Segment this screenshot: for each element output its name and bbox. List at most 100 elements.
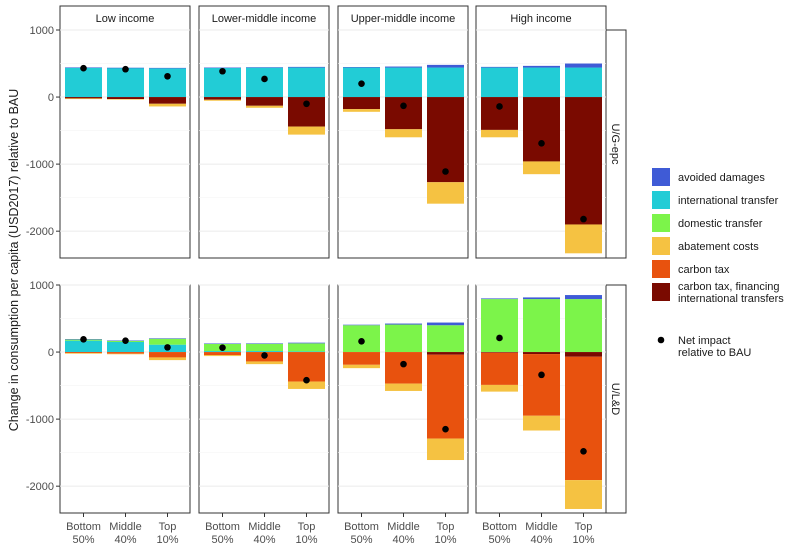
row-strip-label: U/G-epc bbox=[609, 124, 621, 165]
bar-segment-abatement-costs bbox=[288, 381, 325, 389]
bar-segment-abatement-costs bbox=[149, 357, 186, 361]
net-impact-point bbox=[580, 448, 587, 455]
facet-panels: Low income Lower-middle income Upper-middl… bbox=[26, 5, 627, 546]
row-strip-label: U/L&D bbox=[609, 383, 621, 415]
net-impact-point bbox=[303, 100, 310, 108]
net-impact-point bbox=[122, 65, 129, 73]
legend-key-avoided-damages bbox=[652, 168, 670, 186]
bar-segment-avoided-damages bbox=[149, 338, 186, 339]
bar-segment-international-transfer bbox=[107, 67, 144, 98]
y-tick-label: 0 bbox=[48, 347, 54, 359]
net-impact-point bbox=[400, 360, 407, 368]
bar-segment-avoided-damages bbox=[385, 323, 422, 325]
bar-segment-carbon-tax-financing-international-transfers bbox=[343, 97, 380, 110]
bar-segment-international-transfer bbox=[149, 68, 186, 98]
bar-segment-international-transfer bbox=[427, 67, 464, 98]
bar-segment-avoided-damages bbox=[523, 297, 560, 300]
y-tick-label: -2000 bbox=[26, 226, 54, 238]
bar-segment-international-transfer bbox=[288, 351, 325, 353]
panel-upper-middle-income-row-1 bbox=[337, 29, 469, 259]
panel-high-income-row-2 bbox=[475, 284, 607, 514]
bar-segment-carbon-tax-financing-international-transfers bbox=[385, 97, 422, 130]
bar-segment-abatement-costs bbox=[565, 224, 602, 254]
y-tick-label: 1000 bbox=[30, 25, 54, 37]
bar-segment-carbon-tax-financing-international-transfers bbox=[107, 97, 144, 100]
column-strip-high-income bbox=[475, 5, 607, 31]
bar-segment-international-transfer bbox=[246, 351, 283, 353]
net-impact-point bbox=[261, 75, 268, 83]
bar-segment-abatement-costs bbox=[107, 99, 144, 100]
net-impact-point bbox=[261, 352, 268, 359]
panel-lower-middle-income-row-1 bbox=[198, 29, 330, 259]
bar-segment-abatement-costs bbox=[246, 105, 283, 108]
bar-segment-abatement-costs bbox=[65, 98, 102, 100]
x-tick-label: 10% bbox=[295, 534, 317, 546]
x-tick-label: 50% bbox=[488, 534, 510, 546]
bar-segment-carbon-tax bbox=[204, 352, 241, 356]
bar-segment-abatement-costs bbox=[246, 361, 283, 365]
bar-segment-abatement-costs bbox=[343, 364, 380, 369]
bar-segment-international-transfer bbox=[204, 351, 241, 353]
legend-key-abatement-costs bbox=[652, 237, 670, 255]
bar-segment-domestic-transfer bbox=[385, 324, 422, 353]
bar-segment-abatement-costs bbox=[204, 355, 241, 357]
y-tick-label: 0 bbox=[48, 92, 54, 104]
bar-segment-avoided-damages bbox=[204, 67, 241, 69]
panel-background bbox=[59, 29, 191, 259]
y-tick-label: -1000 bbox=[26, 414, 54, 426]
x-tick-label: Top bbox=[437, 521, 455, 533]
bar-segment-abatement-costs bbox=[427, 182, 464, 204]
legend-label: carbon tax, financing bbox=[678, 281, 780, 293]
bar-segment-carbon-tax bbox=[107, 352, 144, 354]
net-impact-point bbox=[358, 338, 365, 345]
bar-segment-carbon-tax-financing-international-transfers bbox=[481, 352, 518, 353]
panel-low-income-row-2 bbox=[59, 284, 191, 514]
bar-segment-carbon-tax-financing-international-transfers bbox=[523, 352, 560, 355]
x-tick-label: Top bbox=[159, 521, 177, 533]
bar-segment-avoided-damages bbox=[343, 67, 380, 68]
bar-segment-international-transfer bbox=[246, 67, 283, 98]
x-tick-label: Bottom bbox=[66, 521, 101, 533]
column-strip-low-income bbox=[59, 5, 191, 31]
net-impact-point bbox=[219, 344, 226, 352]
bar-segment-carbon-tax-financing-international-transfers bbox=[523, 97, 560, 162]
bar-segment-international-transfer bbox=[481, 67, 518, 98]
bar-segment-carbon-tax-financing-international-transfers bbox=[565, 97, 602, 225]
x-tick-label: Middle bbox=[525, 521, 557, 533]
bar-segment-domestic-transfer bbox=[481, 299, 518, 353]
bar-segment-avoided-damages bbox=[481, 66, 518, 68]
x-tick-label: 10% bbox=[434, 534, 456, 546]
bar-segment-avoided-damages bbox=[385, 66, 422, 68]
x-tick-label: Top bbox=[575, 521, 593, 533]
column-strip-lower-middle-income bbox=[198, 5, 330, 31]
y-tick-label: 1000 bbox=[30, 280, 54, 292]
net-impact-point bbox=[442, 425, 449, 433]
x-tick-label: 50% bbox=[350, 534, 372, 546]
bar-segment-abatement-costs bbox=[107, 353, 144, 355]
bar-segment-avoided-damages bbox=[481, 298, 518, 300]
legend-label: abatement costs bbox=[678, 241, 759, 253]
bar-segment-carbon-tax bbox=[149, 352, 186, 358]
x-tick-label: Middle bbox=[248, 521, 280, 533]
legend-key-international-transfer bbox=[652, 191, 670, 209]
bar-segment-carbon-tax bbox=[65, 352, 102, 354]
bar-segment-carbon-tax-financing-international-transfers bbox=[427, 97, 464, 183]
x-tick-label: Bottom bbox=[344, 521, 379, 533]
legend-key-domestic-transfer bbox=[652, 214, 670, 232]
bar-segment-avoided-damages bbox=[288, 342, 325, 344]
panel-background bbox=[59, 284, 191, 514]
bar-segment-international-transfer bbox=[523, 67, 560, 98]
legend-label: relative to BAU bbox=[678, 347, 751, 359]
bar-segment-abatement-costs bbox=[481, 384, 518, 392]
bar-segment-abatement-costs bbox=[523, 415, 560, 431]
bar-segment-domestic-transfer bbox=[149, 338, 186, 345]
x-tick-label: 10% bbox=[572, 534, 594, 546]
x-tick-label: 40% bbox=[530, 534, 552, 546]
bar-segment-avoided-damages bbox=[288, 66, 325, 68]
net-impact-point bbox=[538, 371, 545, 379]
y-tick-label: -1000 bbox=[26, 159, 54, 171]
legend-key-carbon-tax bbox=[652, 260, 670, 278]
x-tick-label: 40% bbox=[253, 534, 275, 546]
bar-segment-carbon-tax-financing-international-transfers bbox=[204, 97, 241, 100]
